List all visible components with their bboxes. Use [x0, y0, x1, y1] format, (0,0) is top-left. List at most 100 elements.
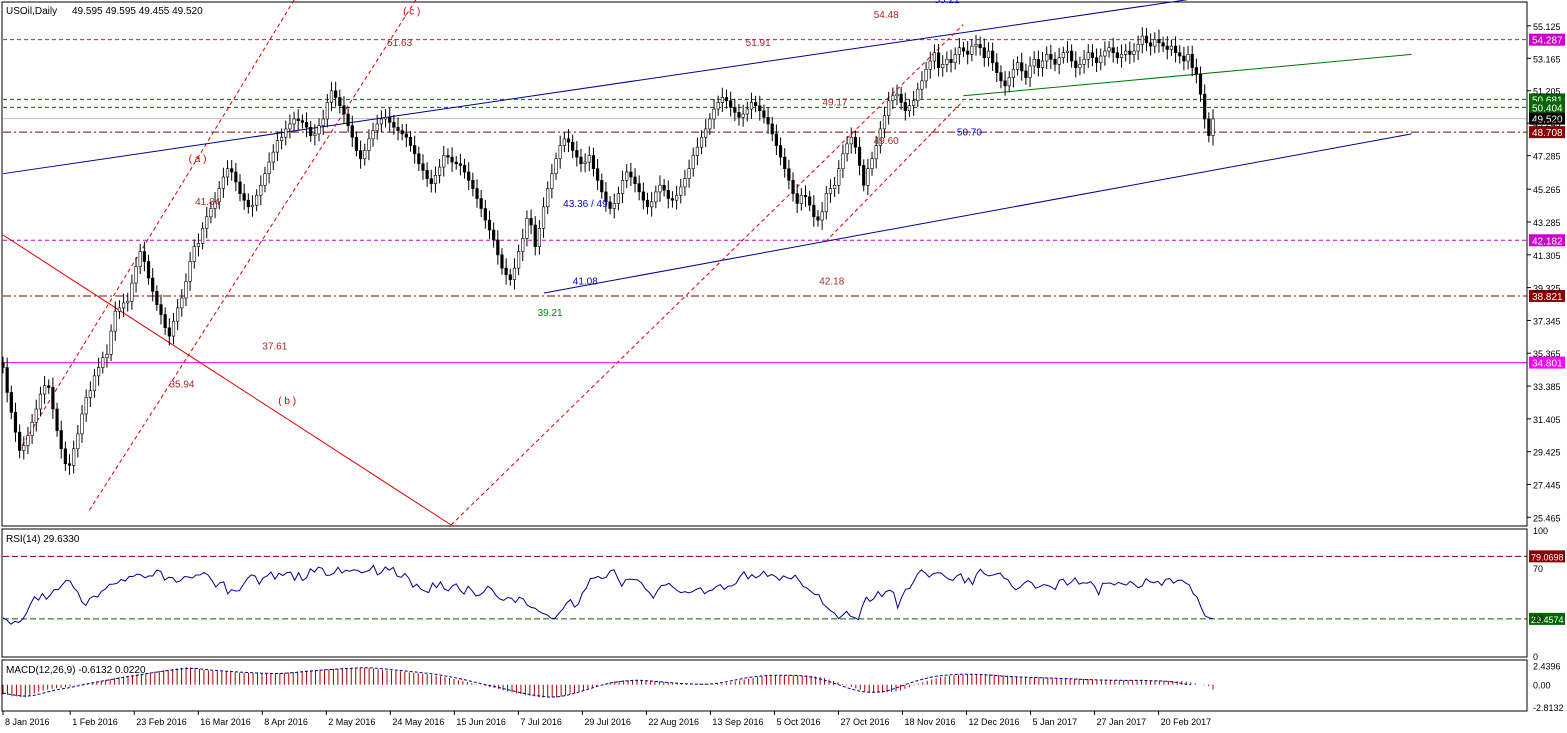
macd-y-tick-label: 0.00	[1533, 681, 1551, 691]
annotation-label-10: 43.36 / 49	[563, 199, 608, 210]
candle-body	[34, 408, 38, 423]
x-tick-label: 5 Jan 2017	[1033, 717, 1078, 727]
candle-body	[51, 387, 55, 410]
price-level-label-0: 54.287	[1532, 36, 1563, 47]
candle-body	[712, 108, 716, 120]
candle-body	[808, 196, 812, 206]
x-tick-label: 8 Jan 2016	[5, 717, 50, 727]
candle-body	[42, 385, 47, 395]
trendline-6	[450, 24, 964, 526]
candle-body	[221, 176, 225, 189]
candle-body	[504, 267, 508, 276]
candle-body	[88, 390, 92, 398]
candle-body	[109, 330, 113, 355]
candle-body	[841, 153, 845, 170]
candle-body	[887, 100, 891, 116]
candle-body	[475, 188, 479, 199]
candle-body	[271, 151, 275, 163]
x-tick-label: 20 Feb 2017	[1161, 717, 1212, 727]
candle-body	[907, 105, 912, 112]
candle-body	[313, 133, 317, 136]
candle-body	[176, 307, 180, 322]
annotation-label-5: 49.17	[822, 98, 847, 109]
candle-body	[67, 463, 72, 466]
candle-body	[284, 128, 288, 138]
main-y-tick-label: 33.385	[1533, 382, 1561, 392]
candle-body	[163, 314, 167, 329]
candle-body	[845, 143, 849, 155]
macd-panel: 2.4396 0.00 -2.8132	[2, 661, 1564, 713]
candle-body	[63, 448, 67, 464]
annotation-label-11: 41.08	[573, 277, 598, 288]
main-y-tick-label: 49.245	[1533, 119, 1561, 129]
candle-body	[159, 304, 163, 315]
candle-body	[1161, 42, 1165, 47]
candle-body	[1157, 39, 1161, 44]
candle-body	[1153, 39, 1157, 47]
price-level-label-7: 34.801	[1532, 359, 1563, 370]
main-y-tick-label: 43.285	[1533, 218, 1561, 228]
candle-body	[691, 155, 695, 170]
candle-body	[512, 267, 517, 281]
candle-body	[379, 118, 383, 125]
candle-body	[446, 155, 450, 158]
candle-body	[1173, 45, 1178, 54]
candle-body	[138, 251, 142, 267]
candle-body	[383, 117, 388, 120]
annotation-label-13: 42.18	[819, 277, 844, 288]
candle-body	[13, 412, 18, 433]
candle-body	[862, 165, 866, 186]
candle-body	[986, 50, 991, 58]
candle-body	[945, 59, 949, 65]
candle-body	[683, 178, 687, 188]
main-panel-frame	[1, 1, 1528, 527]
macd-y-tick-label: -2.8132	[1533, 703, 1564, 713]
annotation-label-4: 55.21	[935, 0, 960, 6]
candle-body	[600, 180, 604, 193]
candle-body	[737, 112, 741, 118]
candle-body	[1090, 52, 1095, 58]
candle-body	[575, 150, 579, 158]
candle-body	[571, 141, 575, 151]
candle-body	[1074, 60, 1078, 68]
candle-body	[874, 145, 878, 160]
candle-body	[259, 184, 263, 196]
main-y-tick-label: 27.445	[1533, 480, 1561, 490]
candle-body	[167, 327, 171, 337]
candle-body	[558, 145, 562, 160]
candle-body	[304, 122, 309, 128]
trendline-7	[825, 100, 964, 242]
candle-body	[371, 130, 375, 140]
candle-body	[1136, 44, 1140, 52]
candle-body	[529, 218, 533, 226]
candle-body	[670, 198, 675, 201]
candle-body	[554, 158, 558, 174]
candle-body	[209, 208, 213, 218]
candle-body	[1061, 52, 1065, 58]
x-tick-label: 2 May 2016	[328, 717, 375, 727]
candle-body	[650, 201, 654, 208]
candle-body	[1115, 52, 1119, 58]
candle-body	[916, 88, 920, 102]
candle-body	[38, 393, 43, 410]
annotation-label-1: 51.63	[387, 38, 412, 49]
rsi-y-tick-label: 0	[1533, 652, 1538, 662]
price-level-label-1: 50.681	[1532, 95, 1563, 106]
candle-body	[766, 117, 770, 125]
candle-body	[620, 180, 625, 194]
candle-body	[724, 97, 729, 102]
candle-body	[1024, 70, 1028, 78]
candle-body	[1190, 54, 1194, 68]
candle-body	[899, 93, 903, 103]
trendline-0	[2, 0, 1188, 175]
annotation-label-8: ( a )	[189, 154, 207, 165]
candle-body	[1036, 59, 1040, 68]
candle-body	[720, 97, 724, 103]
candle-body	[242, 193, 246, 201]
candle-body	[633, 176, 637, 184]
candle-body	[733, 107, 737, 113]
main-y-tick-label: 47.285	[1533, 152, 1561, 162]
rsi-panel-frame	[1, 528, 1528, 658]
candle-body	[1099, 55, 1103, 63]
